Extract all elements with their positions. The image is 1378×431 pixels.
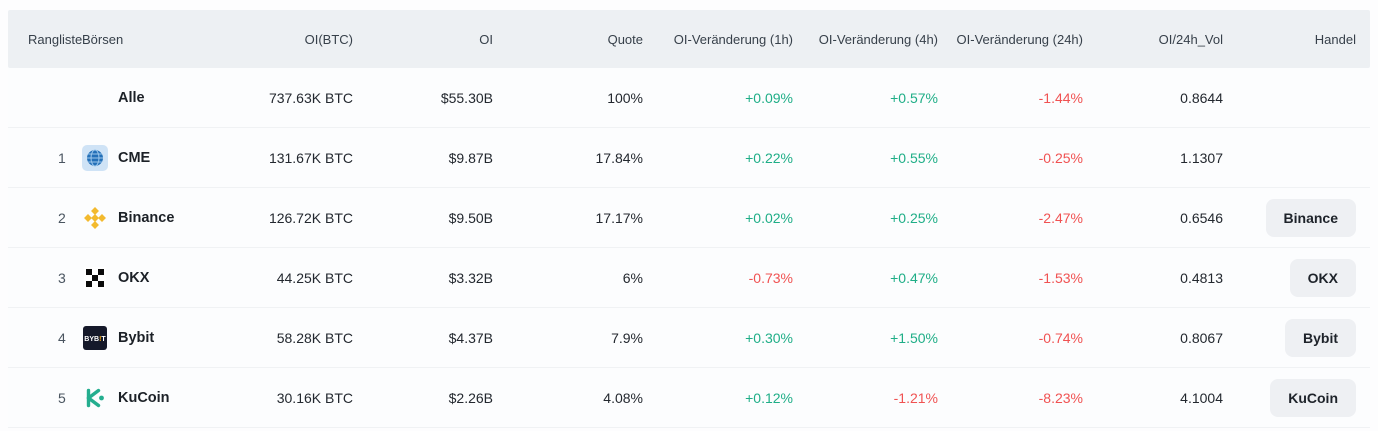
chg-24h-value: -0.25%: [1038, 149, 1083, 166]
exchange-name: OKX: [118, 269, 150, 286]
handel-button[interactable]: KuCoin: [1270, 378, 1356, 417]
chg-4h-value: +1.50%: [890, 329, 938, 346]
table-row: 3 OKX 44.2: [8, 248, 1370, 308]
chg-4h-value: -1.21%: [893, 389, 938, 406]
oi-vol-value: 0.8067: [1180, 329, 1223, 346]
chg-1h-value: +0.30%: [745, 329, 793, 346]
chg-1h-value: +0.12%: [745, 389, 793, 406]
exchange-link[interactable]: OKX: [82, 265, 243, 291]
bybit-logo-icon: BYB!T: [82, 325, 108, 351]
oi-value: $2.26B: [448, 389, 493, 406]
handel-button[interactable]: Bybit: [1285, 318, 1356, 357]
table-row: 5 KuCoin 30.16K BTC $2.26B 4.08%: [8, 368, 1370, 428]
exchange-name: Bybit: [118, 329, 155, 346]
table-header-row: Rangliste Börsen OI(BTC) OI Quote OI-Ver…: [8, 10, 1370, 68]
quote-value: 100%: [607, 89, 643, 106]
oi-btc-value: 44.25K BTC: [276, 269, 353, 286]
exchange-link[interactable]: CME: [82, 144, 243, 171]
table-row: 4 BYB!T Bybit 58.28K BTC $4.37B 7.9% +0.…: [8, 308, 1370, 368]
chg-1h-value: +0.02%: [745, 209, 793, 226]
rank-value: 5: [58, 389, 66, 406]
oi-btc-value: 126.72K BTC: [268, 209, 353, 226]
exchange-name: Alle: [118, 90, 145, 106]
oi-value: $3.32B: [448, 269, 493, 286]
oi-btc-value: 30.16K BTC: [276, 389, 353, 406]
table-row: 1 CME 131.67K BTC $9.87B 17.84% +0: [8, 128, 1370, 188]
header-chg-24h[interactable]: OI-Veränderung (24h): [956, 31, 1083, 47]
header-chg-4h[interactable]: OI-Veränderung (4h): [818, 31, 938, 47]
cme-logo-icon: [82, 144, 108, 171]
quote-value: 17.17%: [595, 209, 643, 226]
rank-value: 4: [58, 329, 66, 346]
header-chg-1h[interactable]: OI-Veränderung (1h): [673, 31, 793, 47]
oi-vol-value: 1.1307: [1180, 149, 1223, 166]
quote-value: 17.84%: [595, 149, 643, 166]
header-rangliste[interactable]: Rangliste: [28, 31, 83, 47]
oi-vol-value: 0.6546: [1180, 209, 1223, 226]
exchange-link[interactable]: BYB!T Bybit: [82, 325, 243, 351]
oi-value: $9.50B: [448, 209, 493, 226]
oi-vol-value: 0.4813: [1180, 269, 1223, 286]
chg-1h-value: +0.22%: [745, 149, 793, 166]
rank-value: 3: [58, 269, 66, 286]
binance-logo-icon: [82, 205, 108, 231]
oi-btc-value: 737.63K BTC: [268, 89, 353, 106]
header-handel: Handel: [1314, 31, 1356, 47]
chg-24h-value: -2.47%: [1038, 209, 1083, 226]
exchange-name: Binance: [118, 209, 175, 226]
okx-logo-icon: [82, 265, 108, 291]
chg-4h-value: +0.55%: [890, 149, 938, 166]
rank-value: 2: [58, 209, 66, 226]
exchange-link[interactable]: KuCoin: [82, 385, 243, 411]
chg-4h-value: +0.47%: [890, 269, 938, 286]
open-interest-table: Rangliste Börsen OI(BTC) OI Quote OI-Ver…: [8, 10, 1370, 428]
table-row: Alle 737.63K BTC $55.30B 100% +0.09% +0.…: [8, 68, 1370, 128]
oi-vol-value: 0.8644: [1180, 89, 1223, 106]
chg-24h-value: -1.44%: [1038, 89, 1083, 106]
quote-value: 4.08%: [603, 389, 643, 406]
rank-value: 1: [58, 149, 66, 166]
header-oi-24h-vol[interactable]: OI/24h_Vol: [1158, 31, 1223, 47]
kucoin-logo-icon: [82, 385, 108, 411]
chg-1h-value: +0.09%: [745, 89, 793, 106]
header-quote[interactable]: Quote: [607, 31, 643, 47]
handel-button[interactable]: Binance: [1265, 198, 1356, 237]
handel-button[interactable]: OKX: [1289, 258, 1356, 297]
exchange-name: KuCoin: [118, 389, 170, 406]
chg-24h-value: -8.23%: [1038, 389, 1083, 406]
oi-btc-value: 58.28K BTC: [276, 329, 353, 346]
header-oi[interactable]: OI: [479, 31, 493, 47]
chg-1h-value: -0.73%: [748, 269, 793, 286]
header-boersen[interactable]: Börsen: [82, 31, 124, 47]
oi-value: $55.30B: [440, 89, 493, 106]
header-oi-btc[interactable]: OI(BTC): [304, 31, 353, 47]
chg-24h-value: -1.53%: [1038, 269, 1083, 286]
table-row: 2 Binance 126.72K BTC: [8, 188, 1370, 248]
oi-value: $4.37B: [448, 329, 493, 346]
oi-btc-value: 131.67K BTC: [268, 149, 353, 166]
quote-value: 7.9%: [611, 329, 643, 346]
svg-text:BYB!T: BYB!T: [84, 336, 106, 343]
oi-vol-value: 4.1004: [1180, 389, 1223, 406]
oi-value: $9.87B: [448, 149, 493, 166]
chg-4h-value: +0.57%: [890, 89, 938, 106]
chg-24h-value: -0.74%: [1038, 329, 1083, 346]
chg-4h-value: +0.25%: [890, 209, 938, 226]
quote-value: 6%: [622, 269, 643, 286]
exchange-link[interactable]: Binance: [82, 205, 243, 231]
exchange-name: CME: [118, 149, 151, 166]
